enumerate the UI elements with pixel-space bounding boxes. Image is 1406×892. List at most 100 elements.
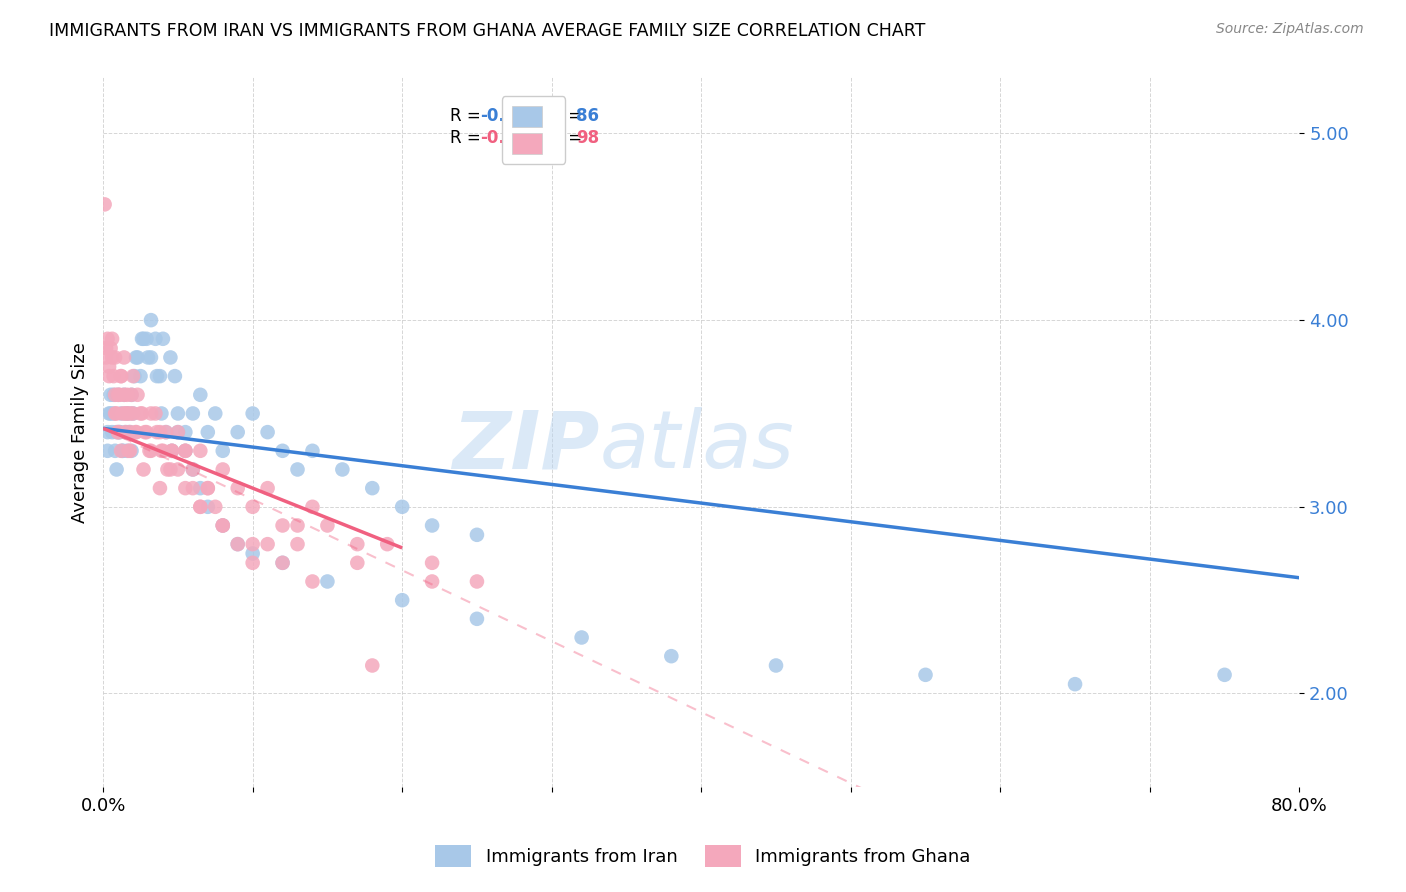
Point [361,481,384,495]
Point [271,556,294,570]
Point [114,425,136,439]
Point [145,407,167,421]
Point [121,443,143,458]
Text: R =: R = [450,107,486,126]
Point [155,425,177,439]
Point [188,388,211,402]
Point [211,462,233,476]
Point [97,425,120,439]
Point [346,537,368,551]
Point [152,443,174,458]
Point [271,443,294,458]
Point [197,425,219,439]
Point [103,369,125,384]
Point [115,407,138,421]
Point [112,388,135,402]
Point [115,443,138,458]
Point [139,351,162,365]
Point [135,425,157,439]
Point [94,341,117,355]
Point [103,407,125,421]
Point [174,443,197,458]
Point [571,631,593,645]
Point [149,425,172,439]
Point [242,407,264,421]
Point [242,500,264,514]
Point [150,407,173,421]
Point [301,443,323,458]
Point [167,425,190,439]
Point [301,574,323,589]
Point [111,443,134,458]
Point [110,369,132,384]
Point [105,462,128,476]
Point [271,518,294,533]
Point [287,462,309,476]
Text: -0.303: -0.303 [479,107,540,126]
Point [332,462,354,476]
Point [139,443,162,458]
Point [465,528,488,542]
Text: IMMIGRANTS FROM IRAN VS IMMIGRANTS FROM GHANA AVERAGE FAMILY SIZE CORRELATION CH: IMMIGRANTS FROM IRAN VS IMMIGRANTS FROM … [49,22,925,40]
Point [104,388,127,402]
Point [181,462,204,476]
Point [226,537,249,551]
Point [114,425,136,439]
Point [197,500,219,514]
Point [117,407,139,421]
Point [139,313,162,327]
Point [181,481,204,495]
Point [174,425,197,439]
Point [132,462,155,476]
Point [256,425,278,439]
Point [121,388,143,402]
Point [465,612,488,626]
Text: 86: 86 [575,107,599,126]
Point [174,443,197,458]
Text: N =: N = [540,128,588,147]
Point [242,546,264,560]
Point [391,500,413,514]
Point [104,407,127,421]
Point [301,500,323,514]
Point [110,407,132,421]
Point [125,425,148,439]
Point [420,556,443,570]
Point [124,369,146,384]
Point [98,407,121,421]
Point [914,668,936,682]
Point [118,425,141,439]
Point [103,388,125,402]
Point [146,425,169,439]
Point [465,574,488,589]
Point [188,500,211,514]
Point [111,407,134,421]
Point [1213,668,1236,682]
Point [659,649,682,664]
Point [101,425,124,439]
Point [181,462,204,476]
Point [211,518,233,533]
Point [134,425,156,439]
Point [107,388,129,402]
Point [256,537,278,551]
Point [316,574,339,589]
Point [188,481,211,495]
Point [114,407,136,421]
Point [101,332,124,346]
Point [127,351,149,365]
Point [420,574,443,589]
Point [122,369,145,384]
Point [375,537,398,551]
Point [110,369,132,384]
Point [129,407,152,421]
Y-axis label: Average Family Size: Average Family Size [72,342,89,523]
Point [226,481,249,495]
Point [211,443,233,458]
Point [108,388,131,402]
Point [159,351,181,365]
Point [115,388,138,402]
Point [110,443,132,458]
Point [167,407,190,421]
Point [122,407,145,421]
